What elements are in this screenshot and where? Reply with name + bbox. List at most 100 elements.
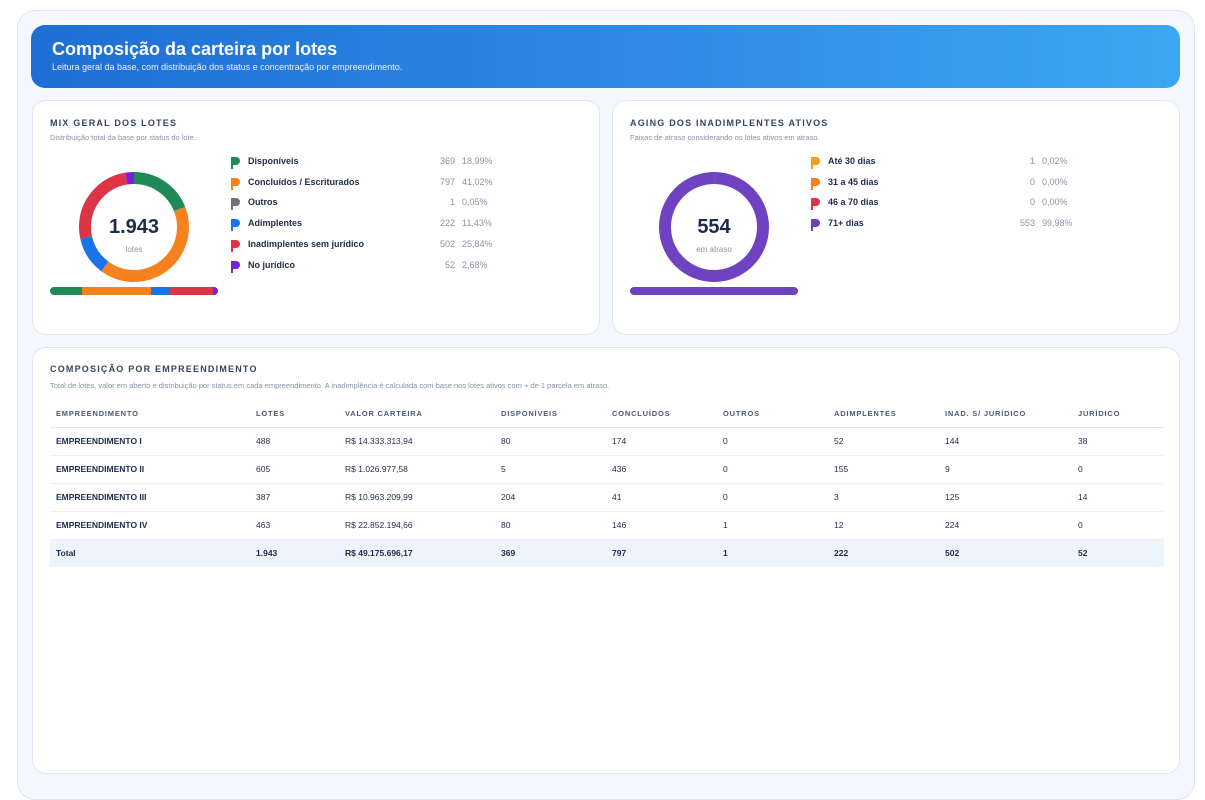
mix-stacked-bar: [50, 287, 218, 295]
mix-legend-label: No jurídico: [248, 260, 295, 270]
table-row: EMPREENDIMENTO II 605 R$ 1.026.977,58 5 …: [50, 455, 1164, 483]
table-header-row: EMPREENDIMENTO LOTES VALOR CARTEIRA DISP…: [50, 400, 1164, 427]
aging-bar-segment-71-dias: [630, 287, 798, 295]
col-empreendimento: EMPREENDIMENTO: [50, 400, 250, 427]
table-cell: 0: [717, 427, 828, 455]
table-cell: 144: [939, 427, 1072, 455]
mix-legend-label: Adimplentes: [248, 218, 302, 228]
mix-bar-segment-inadimplentes-sem-juridico: [170, 287, 213, 295]
table-row: EMPREENDIMENTO III 387 R$ 10.963.209,99 …: [50, 483, 1164, 511]
col-inad-sem-juridico: INAD. S/ JURÍDICO: [939, 400, 1072, 427]
mix-legend-label: Concluídos / Escriturados: [248, 177, 360, 187]
table-cell: EMPREENDIMENTO III: [50, 483, 250, 511]
mix-legend-percent: 2,68%: [462, 260, 488, 270]
table-cell: 0: [1072, 455, 1164, 483]
aging-legend-label: 71+ dias: [828, 218, 864, 228]
mix-legend-label: Outros: [248, 197, 278, 207]
mix-bar-segment-concluidos-escriturados: [82, 287, 151, 295]
table-cell: 38: [1072, 427, 1164, 455]
mix-bar-segment-no-juridico: [213, 287, 218, 295]
aging-stacked-bar: [630, 287, 798, 295]
table-cell: EMPREENDIMENTO IV: [50, 511, 250, 539]
mix-legend-item: Disponíveis 369 18,99%: [231, 156, 531, 170]
header-banner: Composição da carteira por lotes Leitura…: [31, 25, 1180, 88]
mix-legend-percent: 25,84%: [462, 239, 493, 249]
table-cell: 14: [1072, 483, 1164, 511]
table-cell: 174: [606, 427, 717, 455]
table-cell: EMPREENDIMENTO I: [50, 427, 250, 455]
mix-center-value: 1.943: [76, 216, 192, 239]
table-cell: R$ 1.026.977,58: [339, 455, 495, 483]
table-cell: R$ 49.175.696,17: [339, 539, 495, 567]
flag-icon: [231, 157, 240, 169]
aging-legend-label: 31 a 45 dias: [828, 177, 879, 187]
col-adimplentes: ADIMPLENTES: [828, 400, 939, 427]
aging-legend-label: Até 30 dias: [828, 156, 876, 166]
mix-legend-count: 502: [440, 239, 455, 249]
table-cell: 146: [606, 511, 717, 539]
aging-legend-percent: 0,00%: [1042, 177, 1068, 187]
table-cell: 387: [250, 483, 339, 511]
table-cell: 463: [250, 511, 339, 539]
flag-icon: [811, 157, 820, 169]
col-juridico: JURÍDICO: [1072, 400, 1164, 427]
mix-subtitle: Distribuição total da base por status do…: [50, 133, 196, 142]
mix-legend-count: 369: [440, 156, 455, 166]
aging-legend-label: 46 a 70 dias: [828, 197, 879, 207]
aging-subtitle: Faixas de atraso considerando os lotes a…: [630, 133, 820, 142]
table-cell: EMPREENDIMENTO II: [50, 455, 250, 483]
aging-card: AGING DOS INADIMPLENTES ATIVOS Faixas de…: [612, 100, 1180, 335]
table-row: EMPREENDIMENTO IV 463 R$ 22.852.194,66 8…: [50, 511, 1164, 539]
mix-legend-item: No jurídico 52 2,68%: [231, 260, 531, 274]
composition-card: COMPOSIÇÃO POR EMPREENDIMENTO Total de l…: [32, 347, 1180, 774]
aging-legend-percent: 0,02%: [1042, 156, 1068, 166]
table-cell: 155: [828, 455, 939, 483]
table-cell: 52: [1072, 539, 1164, 567]
table-cell: 0: [717, 483, 828, 511]
composition-table: EMPREENDIMENTO LOTES VALOR CARTEIRA DISP…: [50, 400, 1164, 567]
mix-bar-segment-disponiveis: [50, 287, 82, 295]
mix-center-label: lotes: [76, 245, 192, 254]
mix-legend-count: 52: [445, 260, 455, 270]
mix-legend-label: Disponíveis: [248, 156, 299, 166]
page-title: Composição da carteira por lotes: [52, 38, 1180, 60]
table-row: EMPREENDIMENTO I 488 R$ 14.333.313,94 80…: [50, 427, 1164, 455]
table-cell: Total: [50, 539, 250, 567]
mix-legend-count: 222: [440, 218, 455, 228]
table-cell: 3: [828, 483, 939, 511]
flag-icon: [811, 219, 820, 231]
aging-legend-percent: 99,98%: [1042, 218, 1073, 228]
table-cell: 502: [939, 539, 1072, 567]
mix-legend-count: 797: [440, 177, 455, 187]
mix-legend-item: Adimplentes 222 11,43%: [231, 218, 531, 232]
table-cell: 52: [828, 427, 939, 455]
table-cell: 12: [828, 511, 939, 539]
table-cell: 9: [939, 455, 1072, 483]
aging-legend-count: 0: [1030, 197, 1035, 207]
table-cell: 125: [939, 483, 1072, 511]
col-concluidos: CONCLUÍDOS: [606, 400, 717, 427]
mix-bar-segment-adimplentes: [151, 287, 170, 295]
mix-legend-percent: 18,99%: [462, 156, 493, 166]
table-cell: 1.943: [250, 539, 339, 567]
table-cell: 0: [1072, 511, 1164, 539]
mix-card: MIX GERAL DOS LOTES Distribuição total d…: [32, 100, 600, 335]
mix-legend-count: 1: [450, 197, 455, 207]
col-disponiveis: DISPONÍVEIS: [495, 400, 606, 427]
table-cell: 605: [250, 455, 339, 483]
mix-legend-percent: 11,43%: [462, 218, 492, 228]
table-cell: 80: [495, 511, 606, 539]
composition-title: COMPOSIÇÃO POR EMPREENDIMENTO: [50, 364, 258, 374]
flag-icon: [231, 198, 240, 210]
col-outros: OUTROS: [717, 400, 828, 427]
mix-title: MIX GERAL DOS LOTES: [50, 118, 177, 128]
aging-legend-count: 553: [1020, 218, 1035, 228]
aging-legend-item: 71+ dias 553 99,98%: [811, 218, 1111, 232]
table-cell: R$ 10.963.209,99: [339, 483, 495, 511]
flag-icon: [811, 198, 820, 210]
page-subtitle: Leitura geral da base, com distribuição …: [52, 61, 1180, 74]
flag-icon: [231, 261, 240, 273]
